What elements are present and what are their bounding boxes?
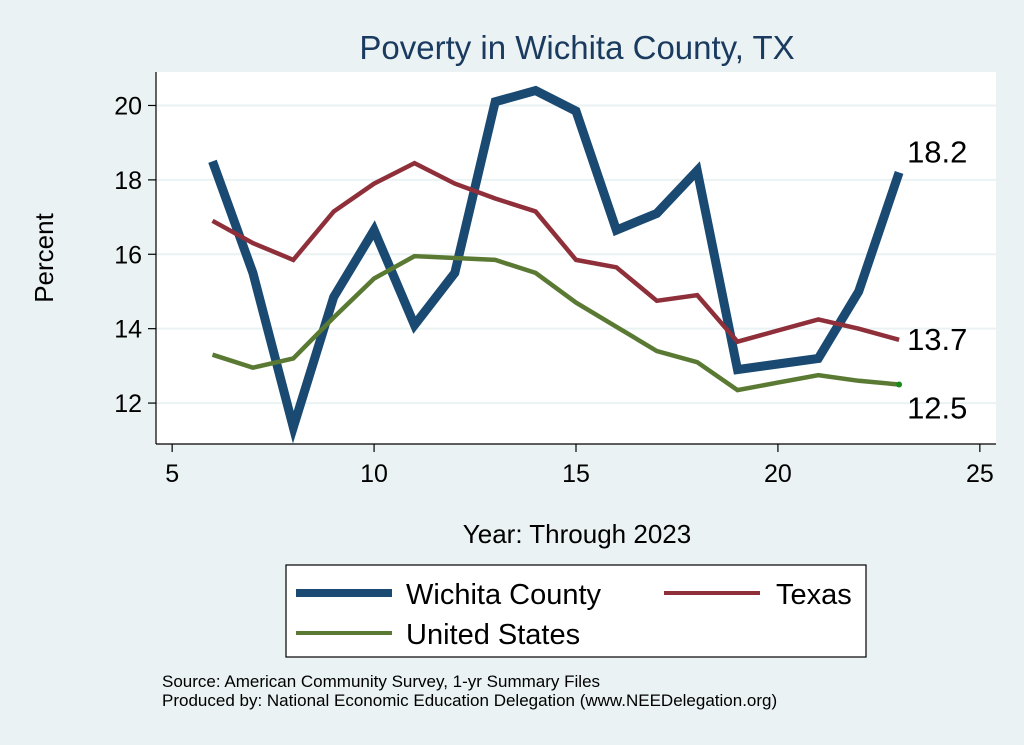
producer-note: Produced by: National Economic Education… bbox=[162, 691, 778, 710]
y-axis-label: Percent bbox=[29, 212, 59, 302]
y-axis-ticks: 12 14 16 18 20 bbox=[114, 92, 156, 418]
legend: Wichita County Texas United States bbox=[285, 564, 867, 658]
y-tick-label-16: 16 bbox=[114, 241, 142, 269]
legend-label-wichita-county: Wichita County bbox=[406, 579, 602, 611]
x-tick-label-25: 25 bbox=[966, 460, 994, 488]
x-axis-ticks: 5 10 15 20 25 bbox=[165, 444, 994, 488]
legend-label-united-states: United States bbox=[406, 619, 580, 651]
x-axis-label: Year: Through 2023 bbox=[463, 519, 691, 549]
y-tick-label-18: 18 bbox=[114, 167, 142, 195]
legend-label-texas: Texas bbox=[776, 579, 852, 611]
source-note: Source: American Community Survey, 1-yr … bbox=[162, 672, 601, 691]
y-tick-label-14: 14 bbox=[114, 316, 142, 344]
x-tick-label-10: 10 bbox=[360, 460, 388, 488]
end-label-united-states: 12.5 bbox=[907, 390, 967, 425]
series-line-wichita-county bbox=[208, 85, 904, 444]
end-label-wichita-county: 18.2 bbox=[907, 134, 967, 169]
end-point-marker-united-states bbox=[896, 381, 903, 388]
series-line-texas bbox=[211, 160, 900, 345]
end-label-texas: 13.7 bbox=[907, 322, 967, 357]
y-tick-label-12: 12 bbox=[114, 390, 142, 418]
legend-box bbox=[285, 564, 867, 658]
x-tick-label-15: 15 bbox=[562, 460, 590, 488]
x-tick-label-5: 5 bbox=[165, 460, 179, 488]
series-lines bbox=[208, 85, 904, 444]
y-tick-label-20: 20 bbox=[114, 92, 142, 120]
series-line-united-states bbox=[211, 253, 900, 393]
end-value-labels: 18.2 13.7 12.5 bbox=[896, 134, 967, 425]
x-tick-label-20: 20 bbox=[764, 460, 792, 488]
chart-title: Poverty in Wichita County, TX bbox=[359, 29, 794, 66]
